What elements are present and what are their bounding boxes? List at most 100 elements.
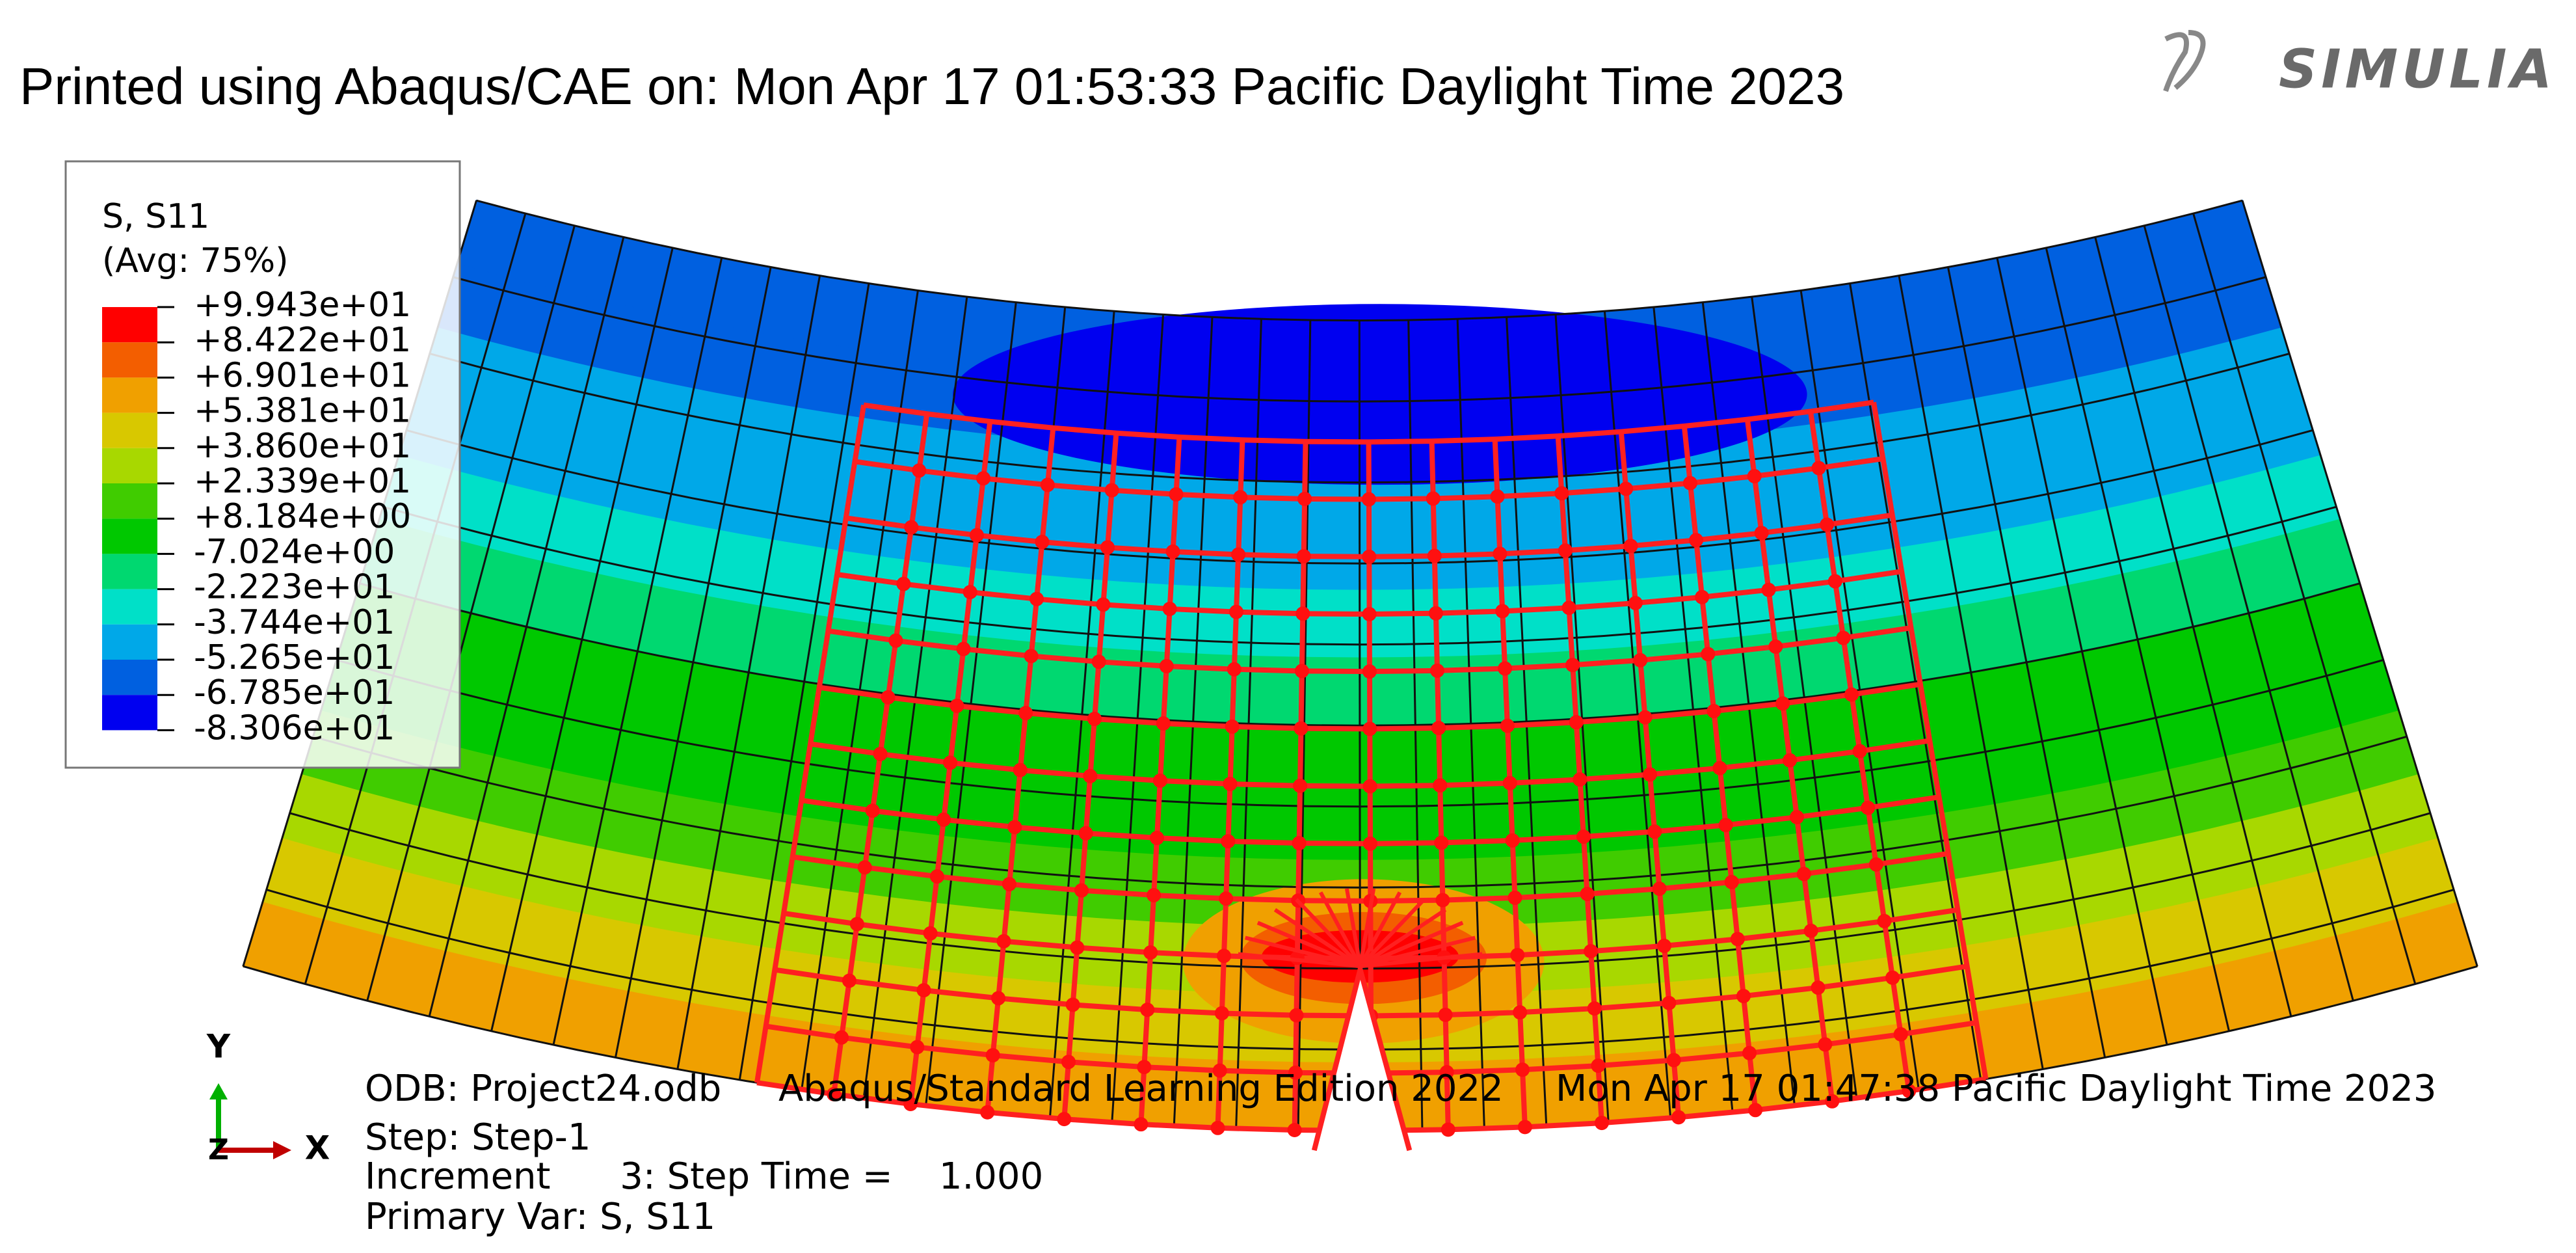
mesh-node	[1682, 476, 1697, 491]
x-arrow-head	[273, 1141, 291, 1159]
mesh-node	[1495, 604, 1510, 619]
mesh-node	[1223, 776, 1238, 791]
mesh-node	[1217, 949, 1232, 963]
mesh-node	[1362, 606, 1377, 621]
mesh-node	[1656, 938, 1671, 953]
crack-fan-line	[1295, 898, 1362, 968]
mesh-node	[1706, 704, 1721, 719]
mesh-node	[936, 812, 951, 827]
mesh-line	[1849, 283, 1982, 1081]
legend: +9.943e+01+8.422e+01+6.901e+01+5.381e+01…	[102, 286, 411, 748]
legend-swatch	[102, 660, 157, 695]
mesh-node	[1289, 1008, 1304, 1023]
mesh-node	[1500, 718, 1515, 733]
print-title: Printed using Abaqus/CAE on: Mon Apr 17 …	[20, 57, 1844, 115]
mesh-node	[1013, 762, 1028, 777]
legend-label: +6.901e+01	[194, 356, 411, 395]
mesh-node	[1227, 662, 1242, 677]
mesh-node	[1156, 716, 1171, 731]
refined-mesh-line	[754, 404, 867, 1083]
mesh-node	[1652, 882, 1667, 896]
mesh-node	[1633, 653, 1648, 667]
mesh-node	[1007, 820, 1022, 835]
legend-subtitle: (Avg: 75%)	[102, 241, 289, 280]
legend-label: +8.184e+00	[194, 497, 411, 536]
mesh-node	[910, 1040, 925, 1055]
mesh-node	[1561, 600, 1576, 615]
mesh-node	[1818, 1037, 1833, 1052]
legend-swatch	[102, 342, 157, 378]
triad: Y X Z	[206, 1028, 330, 1167]
logo: SIMULIA	[2279, 38, 2556, 100]
z-axis-label: Z	[208, 1133, 229, 1166]
refined-mesh-line	[1871, 401, 1989, 1080]
mesh-node	[1877, 913, 1892, 928]
legend-label: +5.381e+01	[194, 392, 411, 431]
legend-swatch	[102, 377, 157, 413]
mesh-line	[1751, 296, 1858, 1099]
mesh-node	[1134, 1117, 1149, 1132]
mesh-node	[1438, 1007, 1453, 1022]
mesh-line	[1456, 319, 1485, 1129]
mesh-line	[1946, 267, 2106, 1058]
mesh-node	[1852, 744, 1867, 759]
legend-swatch	[102, 624, 157, 660]
mesh-node	[1214, 1006, 1229, 1021]
mesh-node	[1162, 601, 1177, 616]
legend-swatch	[102, 483, 157, 519]
legend-label: +9.943e+01	[194, 286, 411, 325]
mesh-node	[1074, 883, 1089, 898]
mesh-node	[1362, 836, 1377, 851]
mesh-node	[1662, 995, 1677, 1010]
mesh-node	[1029, 591, 1044, 606]
mesh-node	[1490, 489, 1505, 504]
mesh-line	[2192, 213, 2417, 984]
mesh-node	[1292, 836, 1307, 851]
mesh-node	[1695, 589, 1710, 604]
mesh-node	[1018, 706, 1033, 721]
mesh-node	[865, 803, 880, 818]
stress-band	[953, 304, 1807, 485]
mesh-node	[1868, 857, 1883, 872]
legend-label: +2.339e+01	[194, 462, 411, 501]
mesh-node	[1159, 658, 1174, 673]
legend-label: +8.422e+01	[194, 321, 411, 360]
legend-swatch	[102, 695, 157, 731]
mesh-line	[925, 302, 1017, 1106]
legend-label: +3.860e+01	[194, 427, 411, 466]
mesh-line	[1506, 317, 1548, 1126]
mesh-node	[1096, 597, 1111, 612]
mesh-node	[1078, 826, 1093, 841]
mesh-node	[1893, 1027, 1908, 1042]
mesh-node	[996, 934, 1011, 949]
mesh-node	[1288, 1065, 1303, 1080]
legend-label: -2.223e+01	[194, 568, 395, 607]
legend-swatch	[102, 448, 157, 483]
mesh-line	[614, 267, 772, 1058]
crack-fan-line	[1344, 888, 1362, 967]
mesh-node	[1510, 948, 1525, 963]
mesh-node	[1231, 547, 1246, 562]
mesh-node	[1507, 890, 1522, 905]
mesh-node	[1689, 533, 1704, 548]
mesh-node	[1431, 721, 1446, 736]
mesh-node	[1580, 887, 1595, 902]
mesh-node	[1747, 468, 1762, 483]
mesh-node	[1513, 1005, 1528, 1020]
mesh-node	[1147, 888, 1162, 903]
mesh-node	[1100, 540, 1115, 555]
legend-label: -7.024e+00	[194, 532, 395, 571]
mesh-node	[916, 983, 931, 998]
mesh-node	[1219, 891, 1234, 906]
mesh-node	[1742, 1045, 1757, 1060]
mesh-line	[1898, 275, 2044, 1070]
mesh-node	[985, 1048, 1000, 1063]
crack-fan-line	[1359, 921, 1464, 969]
mesh-node	[1811, 980, 1826, 995]
mesh-node	[1233, 490, 1248, 505]
mesh-node	[1671, 1110, 1686, 1125]
mesh-node	[1427, 548, 1442, 563]
mesh-node	[1885, 970, 1900, 985]
x-axis-label: X	[305, 1129, 330, 1167]
